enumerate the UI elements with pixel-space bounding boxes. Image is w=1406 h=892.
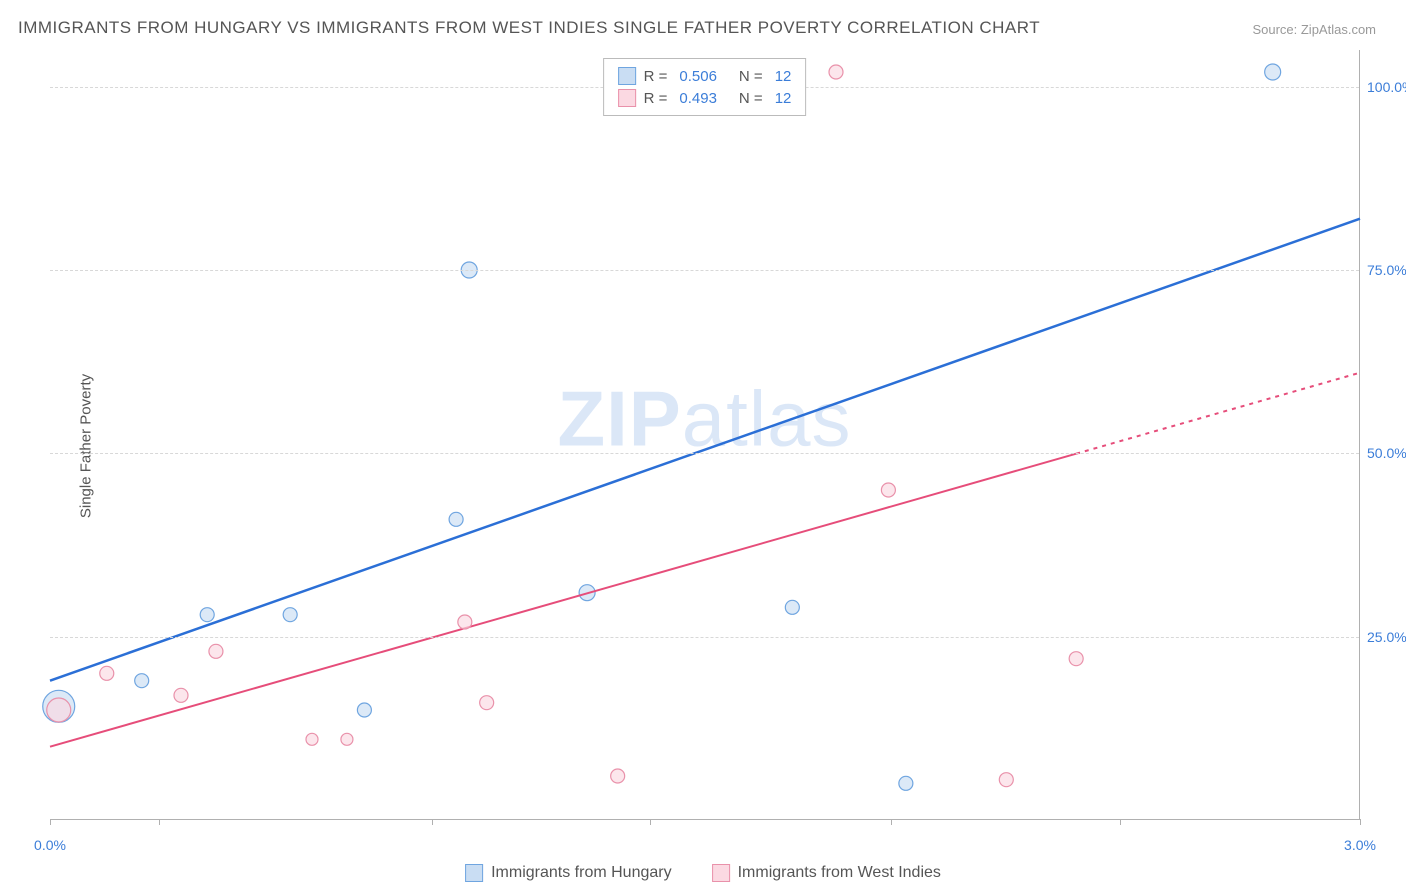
chart-title: IMMIGRANTS FROM HUNGARY VS IMMIGRANTS FR… (18, 18, 1040, 38)
gridline (50, 453, 1359, 454)
y-tick-label: 50.0% (1367, 445, 1406, 461)
scatter-point (200, 608, 214, 622)
legend-item-1: Immigrants from West Indies (712, 864, 941, 882)
x-tick (432, 819, 433, 825)
scatter-point (611, 769, 625, 783)
source-attribution: Source: ZipAtlas.com (1252, 22, 1376, 37)
legend-row-series-0: R = 0.506 N = 12 (618, 65, 792, 87)
x-tick (891, 819, 892, 825)
scatter-point (458, 615, 472, 629)
legend-correlation-box: R = 0.506 N = 12 R = 0.493 N = 12 (603, 58, 807, 116)
r-label: R = (644, 68, 668, 85)
scatter-point (135, 674, 149, 688)
legend-swatch-1 (712, 864, 730, 882)
regression-line (50, 219, 1360, 681)
scatter-point (449, 512, 463, 526)
r-label: R = (644, 90, 668, 107)
n-value-1: 12 (775, 90, 792, 107)
scatter-point (283, 608, 297, 622)
regression-line (50, 454, 1076, 747)
gridline (50, 270, 1359, 271)
legend-item-0: Immigrants from Hungary (465, 864, 672, 882)
scatter-point (999, 773, 1013, 787)
x-tick (650, 819, 651, 825)
scatter-point (47, 698, 71, 722)
x-tick (1120, 819, 1121, 825)
legend-bottom: Immigrants from Hungary Immigrants from … (465, 864, 941, 882)
legend-swatch-0 (465, 864, 483, 882)
swatch-series-1 (618, 89, 636, 107)
scatter-point (1069, 652, 1083, 666)
scatter-point (480, 696, 494, 710)
x-tick (50, 819, 51, 825)
n-label: N = (739, 68, 763, 85)
y-tick-label: 75.0% (1367, 262, 1406, 278)
y-tick-label: 100.0% (1367, 79, 1406, 95)
scatter-point (785, 600, 799, 614)
scatter-point (100, 666, 114, 680)
scatter-point (357, 703, 371, 717)
gridline (50, 637, 1359, 638)
scatter-point (829, 65, 843, 79)
swatch-series-0 (618, 67, 636, 85)
n-value-0: 12 (775, 68, 792, 85)
scatter-point (209, 644, 223, 658)
legend-label-1: Immigrants from West Indies (738, 864, 941, 882)
regression-line (1076, 373, 1360, 454)
x-tick-label: 3.0% (1344, 837, 1376, 853)
scatter-point (174, 688, 188, 702)
x-tick (1360, 819, 1361, 825)
scatter-point (306, 733, 318, 745)
y-tick-label: 25.0% (1367, 629, 1406, 645)
scatter-point (899, 776, 913, 790)
legend-row-series-1: R = 0.493 N = 12 (618, 87, 792, 109)
scatter-point (1265, 64, 1281, 80)
x-tick-label: 0.0% (34, 837, 66, 853)
r-value-0: 0.506 (679, 68, 717, 85)
x-tick (159, 819, 160, 825)
legend-label-0: Immigrants from Hungary (491, 864, 672, 882)
plot-area: ZIPatlas R = 0.506 N = 12 R = 0.493 N = … (50, 50, 1360, 820)
n-label: N = (739, 90, 763, 107)
r-value-1: 0.493 (679, 90, 717, 107)
scatter-point (341, 733, 353, 745)
scatter-point (881, 483, 895, 497)
chart-svg (50, 50, 1359, 819)
